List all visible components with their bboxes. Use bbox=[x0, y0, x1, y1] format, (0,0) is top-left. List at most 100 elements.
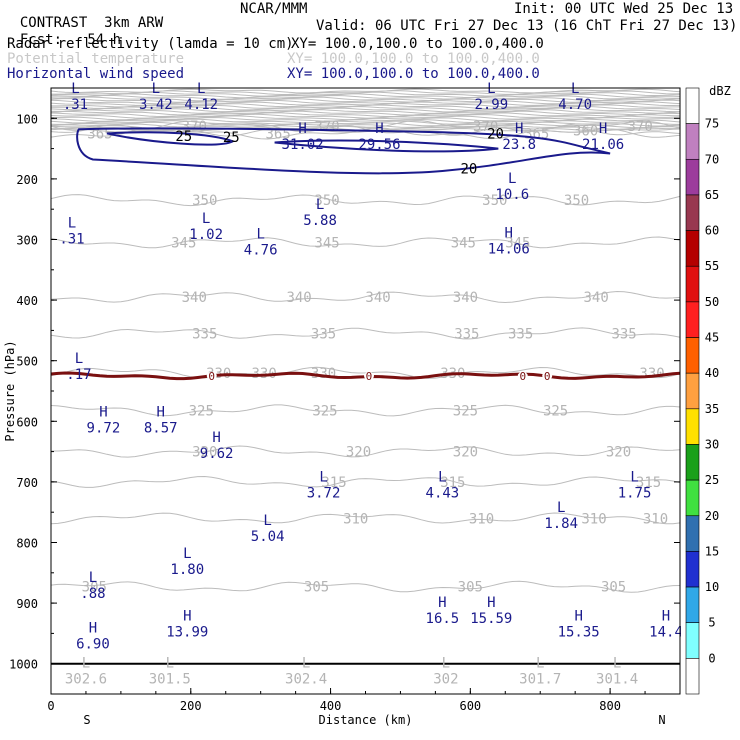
theta-contour-label: 350 bbox=[192, 193, 217, 209]
low-marker: L bbox=[508, 171, 516, 187]
colorbar-label: 70 bbox=[705, 152, 719, 166]
extremum-value: 4.70 bbox=[558, 97, 592, 113]
theta-band-line bbox=[50, 123, 681, 129]
colorbar-swatch bbox=[685, 87, 700, 124]
extremum-value: 2.99 bbox=[474, 97, 508, 113]
colorbar-unit: dBZ bbox=[709, 84, 731, 98]
theta-band-line bbox=[50, 99, 681, 105]
low-marker: L bbox=[71, 81, 79, 97]
colorbar-label: 50 bbox=[705, 295, 719, 309]
colorbar-swatch bbox=[685, 479, 700, 517]
theta-band-line bbox=[50, 96, 681, 102]
y-tick-label: 500 bbox=[16, 355, 38, 369]
theta-contour-line bbox=[50, 366, 681, 379]
theta-contour-label: 365 bbox=[87, 126, 112, 142]
project-title: CONTRAST 3km ARW bbox=[3, 2, 163, 30]
theta-contour-label: 350 bbox=[564, 193, 589, 209]
y-tick-label: 100 bbox=[16, 112, 38, 126]
high-marker: H bbox=[574, 608, 582, 624]
extremum-value: 302 bbox=[433, 672, 458, 688]
x-tick-label: 800 bbox=[599, 699, 621, 713]
theta-contour-label: 310 bbox=[581, 511, 606, 527]
model-name: 3km ARW bbox=[104, 15, 164, 31]
theta-contour-label: 335 bbox=[454, 326, 479, 342]
isotherm-label-bg bbox=[206, 371, 217, 380]
theta-band-line bbox=[50, 106, 681, 111]
theta-contour-label: 310 bbox=[343, 511, 368, 527]
colorbar-swatch bbox=[685, 265, 700, 303]
x-tick-label: 400 bbox=[320, 699, 342, 713]
low-marker: L bbox=[319, 470, 327, 486]
colorbar-label: 30 bbox=[705, 437, 719, 451]
theta-contour-line bbox=[50, 327, 681, 340]
theta-contour-label: 370 bbox=[314, 119, 339, 135]
colorbar-label: 5 bbox=[708, 616, 715, 630]
theta-band-line bbox=[50, 98, 681, 103]
extremum-value: .31 bbox=[59, 232, 84, 248]
theta-contour-line bbox=[50, 512, 681, 525]
theta-band-line bbox=[50, 91, 681, 97]
extremum-value: 15.35 bbox=[558, 624, 600, 640]
theta-contour-label: 315 bbox=[321, 475, 346, 491]
y-axis-title: Pressure (hPa) bbox=[3, 340, 17, 441]
extremum-value: 4.76 bbox=[244, 243, 278, 259]
y-tick-label: 400 bbox=[16, 294, 38, 308]
extremum-value: 302.4 bbox=[285, 672, 327, 688]
theta-contour-label: 320 bbox=[346, 445, 371, 461]
theta-contour-label: 345 bbox=[451, 236, 476, 252]
high-marker: H bbox=[515, 121, 523, 137]
theta-contour-label: 365 bbox=[265, 126, 290, 142]
high-marker: H bbox=[662, 608, 670, 624]
y-tick-label: 700 bbox=[16, 476, 38, 490]
high-marker: H bbox=[298, 121, 306, 137]
colorbar-swatch bbox=[685, 372, 700, 410]
extremum-value: 1.02 bbox=[189, 227, 223, 243]
extremum-value: 5.88 bbox=[303, 213, 337, 229]
low-marker: L bbox=[442, 656, 450, 672]
colorbar-label: 20 bbox=[705, 509, 719, 523]
high-marker: H bbox=[99, 405, 107, 421]
theta-contour-label: 325 bbox=[312, 403, 337, 419]
extremum-value: 8.57 bbox=[144, 421, 178, 437]
field-name-reflectivity: Radar reflectivity (lamda = 10 cm) bbox=[7, 36, 294, 52]
low-marker: L bbox=[438, 470, 446, 486]
theta-contour-label: 315 bbox=[440, 475, 465, 491]
theta-contour-label: 310 bbox=[643, 511, 668, 527]
extremum-value: 1.84 bbox=[544, 516, 578, 532]
low-marker: L bbox=[256, 227, 264, 243]
y-tick-label: 600 bbox=[16, 415, 38, 429]
y-tick-label: 1000 bbox=[9, 658, 38, 672]
high-marker: H bbox=[183, 608, 191, 624]
extremum-value: 9.62 bbox=[200, 446, 234, 462]
theta-contour-label: 345 bbox=[505, 236, 530, 252]
init-time: Init: 00 UTC Wed 25 Dec 13 bbox=[514, 1, 734, 17]
low-marker: L bbox=[166, 656, 174, 672]
theta-contour-label: 340 bbox=[182, 290, 207, 306]
wind-contour-label: 20 bbox=[461, 162, 478, 178]
low-marker: L bbox=[302, 656, 310, 672]
low-marker: L bbox=[630, 470, 638, 486]
extremum-value: 9.72 bbox=[87, 421, 121, 437]
low-marker: L bbox=[202, 211, 210, 227]
left-margin-mask bbox=[0, 88, 50, 702]
theta-contour-label: 360 bbox=[573, 123, 598, 139]
wind-contour-25 bbox=[106, 131, 236, 146]
theta-band-line bbox=[50, 120, 680, 125]
extremum-value: 301.7 bbox=[519, 672, 561, 688]
extremum-value: 16.5 bbox=[426, 611, 460, 627]
colorbar-label: 10 bbox=[705, 580, 719, 594]
wind-contour-label: 20 bbox=[487, 126, 504, 142]
extremum-value: 1.80 bbox=[170, 562, 204, 578]
colorbar-label: 40 bbox=[705, 366, 719, 380]
wind-contour-inner bbox=[274, 139, 499, 153]
high-marker: H bbox=[375, 121, 383, 137]
extremum-value: 4.43 bbox=[426, 486, 460, 502]
low-marker: L bbox=[82, 656, 90, 672]
low-marker: L bbox=[183, 546, 191, 562]
extremum-value: 1.75 bbox=[618, 486, 652, 502]
theta-contour-label: 325 bbox=[543, 403, 568, 419]
extremum-value: 29.56 bbox=[358, 137, 400, 153]
colorbar-swatch bbox=[685, 337, 700, 374]
